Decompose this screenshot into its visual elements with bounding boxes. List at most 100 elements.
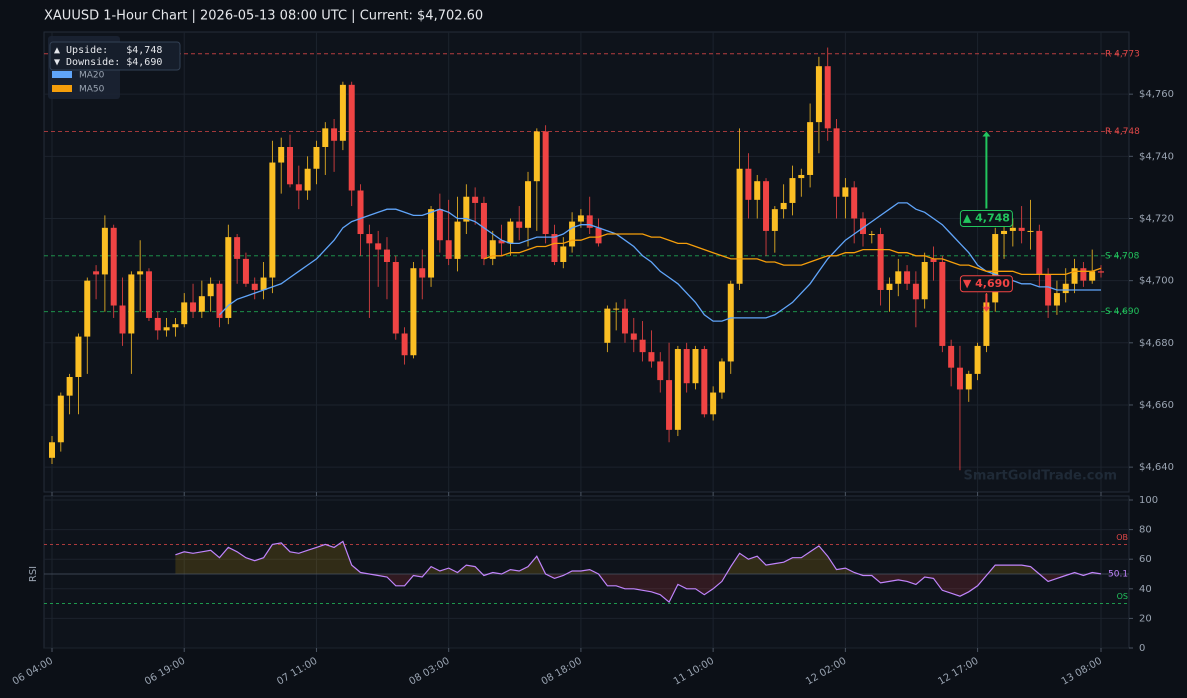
candle-body	[912, 283, 919, 300]
candle-body	[472, 196, 479, 203]
candle-body	[75, 336, 82, 377]
candle-body	[339, 84, 346, 141]
candle-body	[216, 283, 223, 318]
candle-body	[498, 240, 505, 244]
candle-body	[727, 283, 734, 362]
candle-body	[939, 262, 946, 346]
annotation-box	[959, 275, 1013, 293]
candle-body	[348, 84, 355, 191]
candle-body	[128, 274, 135, 334]
y-tick-label: 40	[1139, 584, 1152, 595]
candle-body	[1098, 271, 1104, 273]
candle-body	[445, 240, 452, 259]
y-tick-label: 60	[1139, 554, 1152, 565]
y-tick-label: $4,700	[1139, 276, 1174, 287]
candle-body	[119, 305, 126, 334]
candle-body	[630, 333, 637, 340]
candle-body	[815, 66, 822, 123]
candle-body	[904, 271, 911, 284]
candle-body	[375, 243, 382, 250]
candle-body	[1027, 230, 1034, 232]
info-box	[49, 41, 181, 71]
candle-body	[992, 234, 999, 303]
rsi-last-label: 50.1	[1108, 569, 1128, 579]
candle-body	[824, 66, 831, 129]
candle-body	[1018, 227, 1025, 231]
level-label: S 4,690	[1105, 307, 1140, 317]
y-tick-label: $4,680	[1139, 338, 1174, 349]
candle-body	[84, 280, 91, 337]
watermark: SmartGoldTrade.com	[963, 469, 1117, 484]
candle-body	[807, 122, 814, 175]
level-label: R 4,748	[1105, 127, 1140, 137]
candle-body	[701, 349, 708, 415]
y-tick-label: $4,720	[1139, 213, 1174, 224]
candle-body	[754, 181, 761, 200]
candle-body	[525, 181, 532, 228]
candle-body	[586, 215, 593, 228]
candle-body	[57, 395, 64, 443]
ma-line	[219, 202, 1101, 322]
candle-body	[551, 234, 558, 262]
candle-body	[595, 227, 602, 244]
candle-body	[110, 227, 117, 306]
y-tick-label: $4,640	[1139, 462, 1174, 473]
candle-body	[278, 147, 285, 163]
chart-title: XAUUSD 1-Hour Chart | 2026-05-13 08:00 U…	[44, 9, 483, 24]
candle-body	[295, 184, 302, 191]
rsi-panel	[43, 495, 1130, 649]
info-line: ▲ Upside: $4,748	[54, 45, 162, 56]
legend-label: MA20	[79, 71, 105, 81]
candle-body	[533, 131, 540, 182]
candle-body	[736, 168, 743, 284]
y-tick-label: 100	[1139, 495, 1158, 506]
candle-body	[454, 221, 461, 259]
candle-body	[974, 345, 981, 374]
rsi-ob-label: OB	[1116, 533, 1128, 542]
candle-body	[1036, 230, 1043, 275]
candle-body	[868, 234, 875, 236]
candle-body	[163, 327, 170, 331]
annotation-label: ▲ 4,748	[963, 211, 1010, 224]
y-tick-label: $4,660	[1139, 400, 1174, 411]
candle-body	[956, 367, 963, 390]
candle-body	[93, 271, 100, 275]
level-label: S 4,708	[1105, 251, 1140, 261]
candle-body	[798, 174, 805, 179]
candle-body	[383, 249, 390, 262]
rsi-fill-below	[175, 574, 1101, 603]
candle-body	[516, 221, 523, 228]
rsi-fill-above	[175, 541, 1101, 574]
rsi-line	[175, 540, 1102, 604]
candle-body	[983, 302, 990, 346]
candle-body	[1009, 227, 1016, 231]
candle-body	[1045, 274, 1052, 306]
candle-body	[242, 258, 249, 284]
arrow-head	[982, 306, 991, 312]
candle-body	[260, 277, 267, 290]
price-panel	[43, 31, 1130, 493]
candle-body	[948, 345, 955, 368]
legend-swatch	[52, 85, 72, 92]
candle-body	[930, 258, 937, 262]
candle-body	[577, 215, 584, 222]
candle-body	[269, 162, 276, 278]
candle-body	[965, 373, 972, 390]
candle-body	[1053, 293, 1060, 306]
rsi-axis-label: RSI	[28, 566, 39, 582]
candle-body	[480, 202, 487, 259]
candle-body	[745, 168, 752, 200]
candle-body	[198, 296, 205, 312]
candle-body	[886, 283, 893, 290]
level-label: R 4,773	[1105, 49, 1140, 59]
candle-body	[101, 227, 108, 275]
candle-body	[895, 271, 902, 284]
candle-body	[560, 246, 567, 262]
candle-body	[172, 324, 179, 328]
candle-body	[401, 333, 408, 356]
candle-body	[137, 271, 144, 275]
candle-body	[304, 168, 311, 191]
candle-body	[851, 187, 858, 219]
candle-body	[789, 178, 796, 203]
